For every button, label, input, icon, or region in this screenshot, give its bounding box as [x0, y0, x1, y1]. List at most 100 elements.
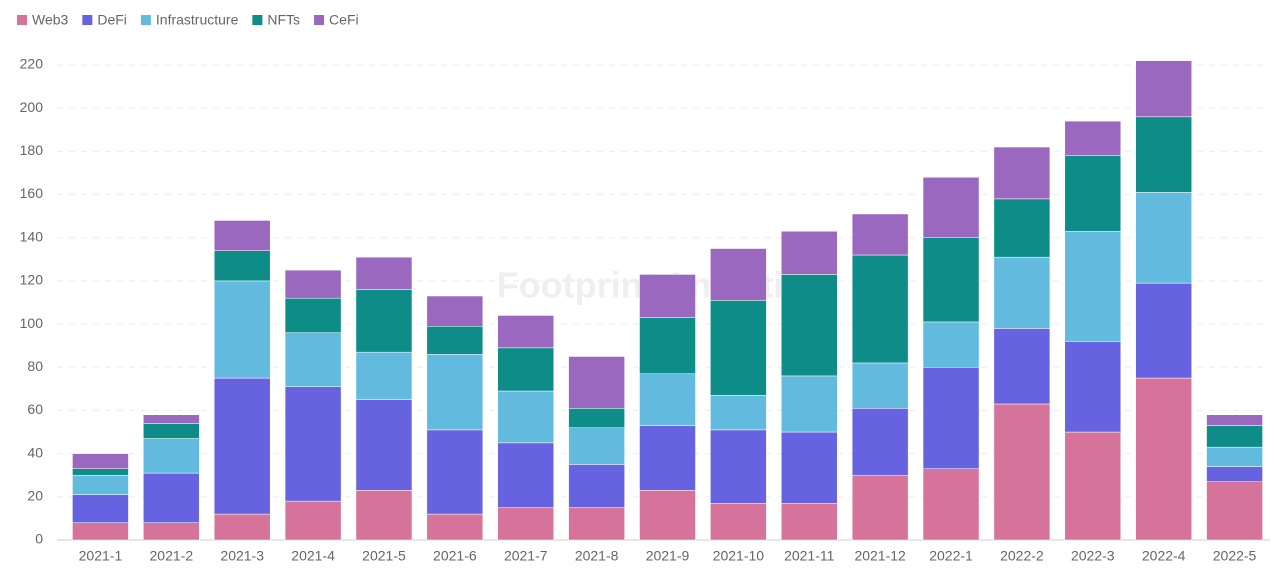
bar-segment [213, 377, 271, 515]
x-tick-label: 2021-5 [362, 548, 406, 564]
bar-segment [72, 453, 129, 469]
bar-segment [355, 399, 413, 491]
bar-segment [922, 321, 980, 368]
bar-segment [1206, 414, 1263, 426]
y-tick-label: 20 [27, 488, 43, 504]
bar-segment [426, 354, 484, 431]
bar-segment [922, 177, 980, 238]
x-tick-label: 2021-1 [79, 548, 123, 564]
bar-segment [922, 367, 980, 470]
y-tick-label: 180 [20, 142, 44, 158]
bar-segment [284, 500, 342, 541]
bar-segment [781, 375, 838, 433]
y-tick-label: 140 [20, 228, 44, 244]
bar-segment [851, 213, 909, 256]
legend-label: NFTs [267, 12, 300, 28]
x-tick-label: 2022-5 [1213, 548, 1257, 564]
bar-segment [1206, 425, 1263, 448]
x-tick-label: 2021-12 [854, 548, 906, 564]
bar-segment [639, 317, 696, 375]
bar-segment [851, 408, 909, 476]
bar-segment [284, 269, 342, 299]
legend-label: DeFi [97, 12, 127, 28]
bar-segment [72, 468, 129, 476]
bar-segment [497, 507, 554, 541]
bar-segment [143, 472, 200, 523]
bar-segment [426, 295, 484, 327]
bar-segment [993, 198, 1051, 258]
bar-segment [639, 274, 696, 318]
bar-segment [568, 356, 625, 409]
bar-segment [568, 507, 625, 541]
bar-segment [568, 427, 625, 465]
bar-segment [284, 297, 342, 333]
bar-segment [851, 474, 909, 541]
legend-swatch [82, 15, 93, 25]
y-tick-label: 160 [20, 185, 44, 201]
bar-segment [213, 220, 271, 251]
bar-segment [781, 231, 838, 275]
bar-segment [639, 425, 696, 491]
y-tick-label: 40 [27, 444, 43, 460]
bar-segment [922, 237, 980, 323]
bar-segment [1064, 155, 1122, 232]
y-tick-label: 220 [20, 56, 44, 72]
bar-segment [284, 332, 342, 387]
y-tick-label: 100 [20, 315, 44, 331]
bar-segment [497, 442, 554, 508]
bar-segment [1135, 377, 1192, 541]
bar-segment [1135, 192, 1192, 284]
bar-segment [72, 474, 129, 495]
x-tick-label: 2021-6 [433, 548, 477, 564]
bar-segment [497, 347, 554, 392]
y-tick-label: 60 [27, 401, 43, 417]
bar-segment [355, 289, 413, 353]
legend-swatch [17, 15, 27, 25]
bar-segment [213, 513, 271, 541]
bar-segment [781, 274, 838, 377]
bar-segment [1135, 116, 1192, 193]
legend-label: CeFi [329, 12, 359, 28]
bar-segment [851, 362, 909, 409]
bar-segment [355, 351, 413, 400]
bar-segment [426, 429, 484, 515]
bar-segment [1206, 466, 1263, 482]
x-tick-label: 2021-4 [291, 548, 335, 564]
bar-segment [781, 503, 838, 541]
bar-segment [72, 522, 129, 541]
x-tick-label: 2022-3 [1071, 548, 1115, 564]
x-tick-label: 2022-4 [1142, 548, 1186, 564]
y-tick-label: 0 [35, 531, 43, 547]
bar-segment [497, 390, 554, 444]
bar-segment [355, 256, 413, 290]
legend-swatch [314, 15, 325, 25]
bar-segment [72, 494, 129, 523]
bar-segment [426, 326, 484, 355]
bar-segment [568, 464, 625, 508]
bar-segment [1135, 282, 1192, 379]
bar-segment [1064, 231, 1122, 342]
bar-segment [1206, 446, 1263, 467]
bar-segment [993, 328, 1051, 405]
x-tick-label: 2021-10 [713, 548, 765, 564]
bar-segment [213, 280, 271, 379]
bar-segment [993, 403, 1051, 541]
bar-segment [143, 438, 200, 474]
bar-segment [781, 431, 838, 504]
x-tick-label: 2022-2 [1000, 548, 1044, 564]
bar-segment [143, 522, 200, 541]
bar-segment [355, 490, 413, 541]
bar-segment [710, 300, 767, 396]
bar-segment [710, 503, 767, 541]
y-tick-label: 120 [20, 272, 44, 288]
bar-segment [1064, 431, 1122, 541]
x-tick-label: 2021-9 [646, 548, 690, 564]
x-tick-label: 2022-1 [929, 548, 973, 564]
bar-segment [284, 386, 342, 502]
bar-segment [993, 256, 1051, 329]
x-tick-label: 2021-2 [150, 548, 194, 564]
bar-segment [1064, 120, 1122, 156]
y-tick-label: 200 [20, 99, 44, 115]
bar-segment [213, 250, 271, 282]
